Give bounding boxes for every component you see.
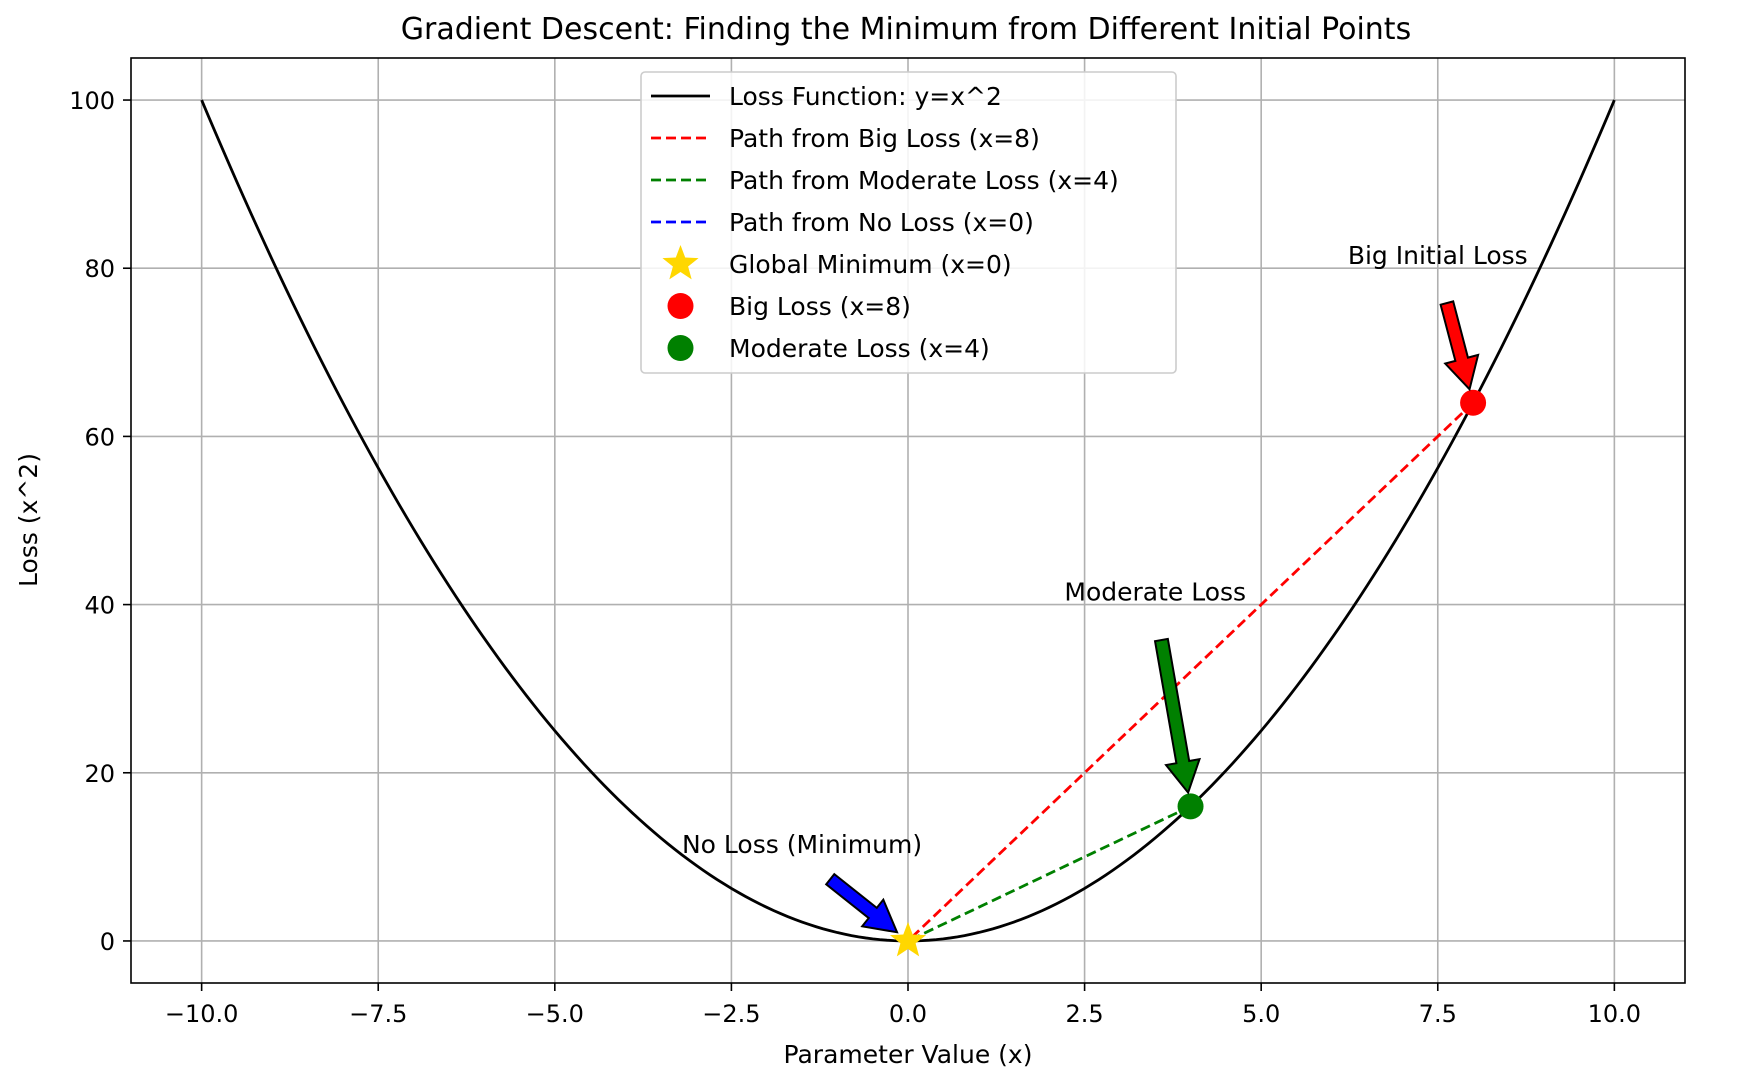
y-tick-label: 0: [100, 928, 115, 956]
y-tick-label: 100: [69, 87, 115, 115]
y-tick-label: 60: [84, 423, 115, 451]
annotation-label-2: Moderate Loss: [1064, 578, 1246, 607]
plot-markers: [889, 389, 1487, 957]
legend-box: [640, 71, 1177, 374]
y-tick-label: 80: [84, 255, 115, 283]
x-tick-label: 5.0: [1242, 1000, 1280, 1028]
x-tick-label: −7.5: [349, 1000, 407, 1028]
legend-entry-label: Path from Big Loss (x=8): [729, 124, 1040, 153]
legend-swatch-circle: [667, 335, 694, 361]
annotation-label-3: No Loss (Minimum): [682, 830, 922, 859]
annotation-arrow-1: [1439, 300, 1480, 392]
annotations: Big Initial Loss Moderate Loss No Loss (Mi…: [682, 241, 1528, 934]
legend-swatch-circle: [667, 293, 694, 319]
legend-entry-label: Moderate Loss (x=4): [729, 334, 990, 363]
global-minimum-star-marker: [889, 921, 927, 957]
x-tick-label: −10.0: [165, 1000, 239, 1028]
descent-path-line-2: [907, 805, 1192, 943]
initial-point-marker-1: [1460, 389, 1487, 416]
annotation-arrow-2: [1153, 637, 1202, 795]
annotation-label-1: Big Initial Loss: [1348, 241, 1528, 270]
legend-entry-label: Global Minimum (x=0): [729, 250, 1012, 279]
x-tick-label: 10.0: [1588, 1000, 1641, 1028]
legend-entry-label: Big Loss (x=8): [729, 292, 911, 321]
x-tick-label: −5.0: [526, 1000, 584, 1028]
initial-point-marker-2: [1177, 793, 1204, 820]
x-axis-label: Parameter Value (x): [784, 1040, 1033, 1069]
annotation-arrow-3: [824, 872, 899, 934]
x-tick-label: −2.5: [702, 1000, 760, 1028]
legend: Loss Function: y=x^2 Path from Big Loss (…: [640, 71, 1177, 374]
axis-ticks: −10.0 −7.5 −5.0 −2.5 0.0 2.5 5.0 7.5 10.0 0 20 40 60…: [69, 87, 1641, 1028]
y-tick-label: 20: [84, 760, 115, 788]
legend-entry-label: Path from Moderate Loss (x=4): [729, 166, 1119, 195]
x-tick-label: 2.5: [1066, 1000, 1104, 1028]
legend-entry-label: Path from No Loss (x=0): [729, 208, 1034, 237]
legend-entry-label: Loss Function: y=x^2: [729, 82, 1002, 111]
x-tick-label: 0.0: [889, 1000, 927, 1028]
legend-swatch-star: [662, 245, 699, 280]
y-tick-label: 40: [84, 592, 115, 620]
y-axis-label: Loss (x^2): [14, 453, 43, 587]
x-tick-label: 7.5: [1419, 1000, 1457, 1028]
descent-path-line-1: [907, 401, 1475, 942]
chart-title: Gradient Descent: Finding the Minimum fr…: [401, 12, 1411, 47]
